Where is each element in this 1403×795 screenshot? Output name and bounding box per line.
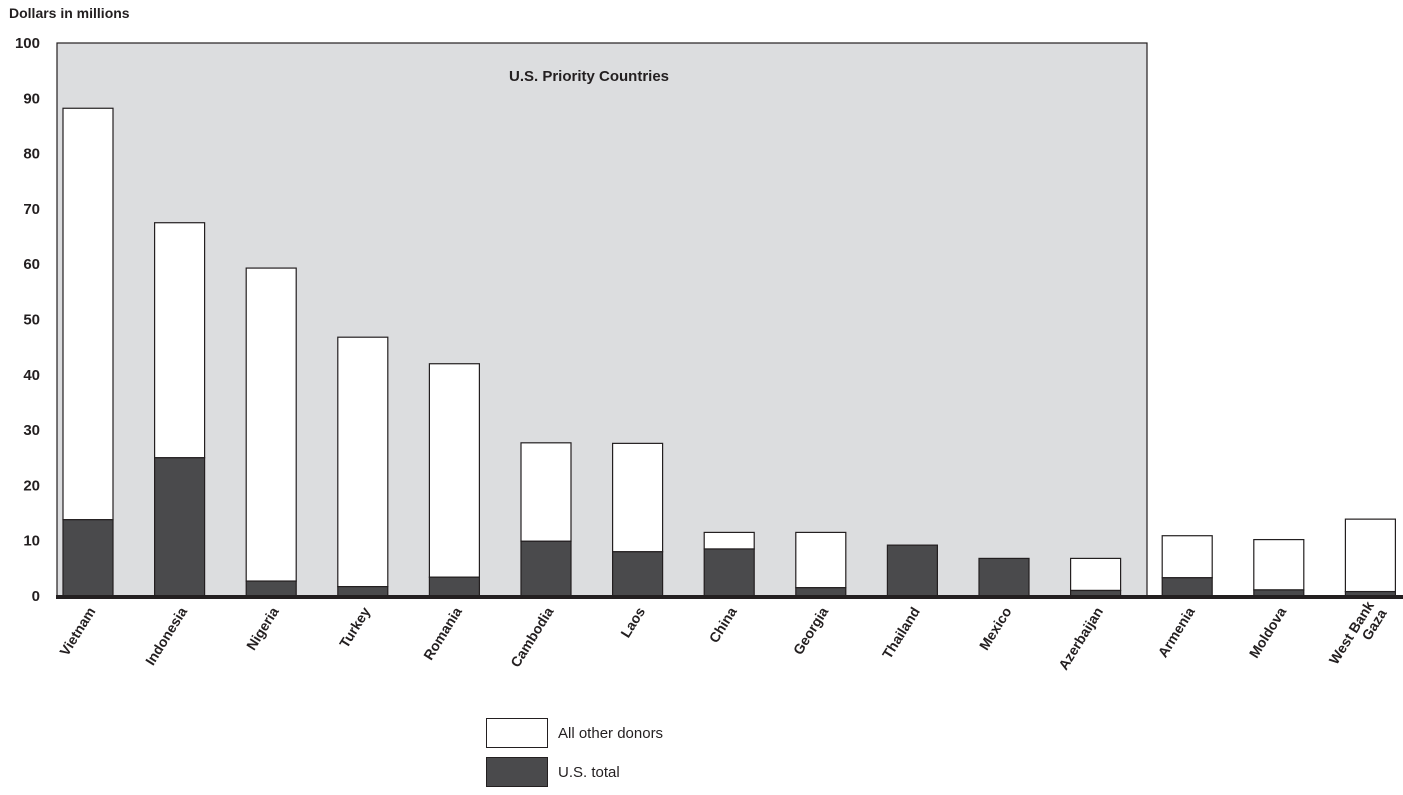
bar-us-total xyxy=(155,458,205,596)
bar-other-donors xyxy=(429,364,479,577)
x-tick-label: Turkey xyxy=(336,604,373,651)
y-tick-label: 0 xyxy=(32,588,40,605)
priority-region-label: U.S. Priority Countries xyxy=(509,68,669,85)
bar-other-donors xyxy=(338,337,388,586)
legend-swatch-us-total xyxy=(486,757,548,787)
legend-item-other-donors: All other donors xyxy=(486,717,663,749)
y-tick-label: 100 xyxy=(15,35,40,52)
x-tick-label: Romania xyxy=(420,604,465,663)
x-tick-label: West BankGaza xyxy=(1326,598,1390,675)
bar-us-total xyxy=(887,545,937,596)
priority-region-background xyxy=(57,43,1147,596)
x-tick-label: Azerbaijan xyxy=(1055,604,1106,673)
bar-other-donors xyxy=(1162,536,1212,578)
bar-us-total xyxy=(63,520,113,596)
bar-other-donors xyxy=(246,268,296,581)
bar-other-donors xyxy=(796,532,846,587)
bar-us-total xyxy=(246,581,296,596)
bar-us-total xyxy=(796,588,846,596)
bar-us-total xyxy=(979,558,1029,596)
x-tick-label: China xyxy=(706,604,740,646)
legend-swatch-other-donors xyxy=(486,718,548,748)
legend-label-us-total: U.S. total xyxy=(558,764,620,781)
y-tick-label: 60 xyxy=(23,256,40,273)
x-tick-label: Indonesia xyxy=(142,604,190,668)
stacked-bar-chart: U.S. Priority Countries 0 10 20 30 40 50 60 70 8… xyxy=(0,0,1403,717)
x-tick-label: Thailand xyxy=(879,604,923,661)
bar-other-donors xyxy=(521,443,571,541)
x-tick-label: Nigeria xyxy=(243,604,282,653)
y-tick-label: 40 xyxy=(23,367,40,384)
bar-us-total xyxy=(613,552,663,596)
bar-us-total xyxy=(1162,578,1212,596)
x-tick-label: Georgia xyxy=(790,604,832,658)
bar-other-donors xyxy=(704,532,754,549)
y-tick-label: 50 xyxy=(23,312,40,329)
x-tick-label: Moldova xyxy=(1246,604,1290,661)
y-tick-label: 10 xyxy=(23,533,40,550)
x-tick-label: Armenia xyxy=(1154,604,1197,660)
x-tick-label: Cambodia xyxy=(507,604,557,670)
x-tick-label: Vietnam xyxy=(56,604,98,658)
bar-other-donors xyxy=(1345,519,1395,591)
bar-other-donors xyxy=(155,223,205,458)
bar-other-donors xyxy=(63,108,113,519)
x-tick-label: Laos xyxy=(617,604,648,640)
bar-us-total xyxy=(521,541,571,596)
legend-item-us-total: U.S. total xyxy=(486,756,663,788)
bar-other-donors xyxy=(1254,540,1304,590)
bar-us-total xyxy=(704,549,754,596)
legend: All other donors U.S. total xyxy=(486,717,663,795)
y-tick-label: 30 xyxy=(23,422,40,439)
bar-us-total xyxy=(429,577,479,596)
bar-other-donors xyxy=(613,443,663,551)
y-tick-label: 80 xyxy=(23,146,40,163)
x-tick-label: Mexico xyxy=(976,604,1015,653)
y-tick-label: 70 xyxy=(23,201,40,218)
bar-us-total xyxy=(338,587,388,596)
y-tick-label: 20 xyxy=(23,477,40,494)
legend-label-other-donors: All other donors xyxy=(558,725,663,742)
bar-other-donors xyxy=(1071,558,1121,590)
y-tick-label: 90 xyxy=(23,90,40,107)
y-axis-ticks: 0 10 20 30 40 50 60 70 80 90 100 xyxy=(15,35,40,605)
x-axis-ticks: Vietnam Indonesia Nigeria Turkey Romania Camb… xyxy=(56,598,1390,675)
